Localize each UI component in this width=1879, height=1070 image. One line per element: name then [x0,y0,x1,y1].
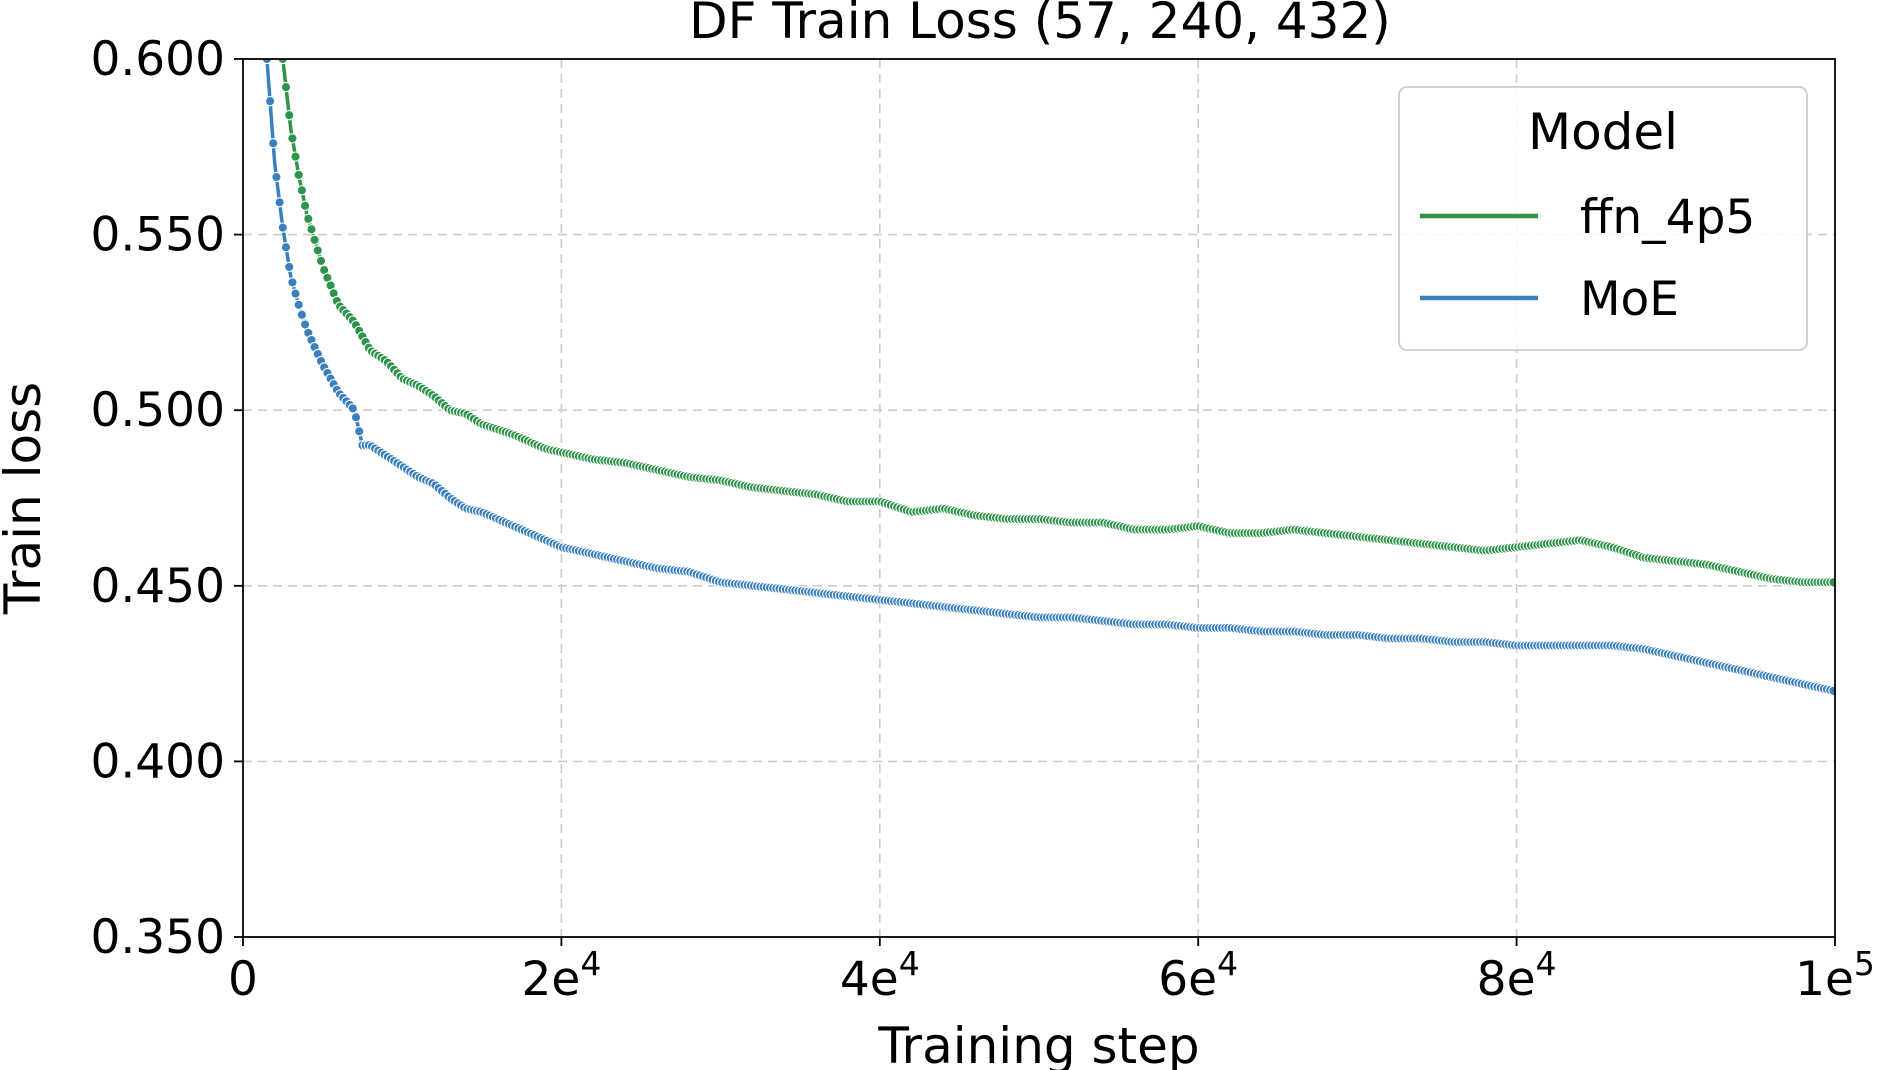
series-marker [290,151,301,162]
y-axis-title: Train loss [0,382,52,615]
series-marker [287,133,298,144]
y-tick-label: 0.350 [90,910,225,965]
legend-box [1398,86,1808,351]
series-marker [1828,685,1835,696]
series-marker [284,261,295,273]
x-tick-exponent: 5 [1854,944,1875,983]
series-marker [271,171,282,183]
legend: Model ffn_4p5 MoE [1398,86,1808,351]
series-marker [354,426,365,437]
x-tick-exponent: 4 [580,944,601,983]
y-tick-label: 0.450 [90,559,225,614]
series-marker [312,245,323,256]
series-marker [299,319,311,330]
series-marker [275,37,284,46]
x-tick-label: 1e5 [1795,944,1875,1007]
series-marker [296,309,308,320]
series-marker [277,222,288,233]
y-tick-label: 0.500 [90,383,225,438]
x-tick-label: 8e4 [1477,944,1557,1007]
y-tick-label: 0.550 [90,208,225,263]
x-tick-label: 6e4 [1158,944,1238,1007]
series-marker [299,200,311,211]
series-marker [293,169,304,181]
x-tick-label: 2e4 [521,944,601,1007]
series-MoE [261,59,1835,696]
series-marker [264,95,276,107]
series-ffn_4p5 [269,2,1835,588]
series-marker [280,242,292,253]
series-marker [293,299,304,310]
y-tick-label: 0.400 [90,734,225,789]
legend-items: ffn_4p5 MoE [1420,190,1755,327]
series-marker [350,412,362,423]
series-marker [296,185,308,196]
legend-label: MoE [1580,272,1679,327]
series-marker [287,277,298,288]
series-marker [315,255,327,267]
series-marker [290,288,301,299]
y-tick-label: 0.600 [90,32,225,87]
x-tick-exponent: 4 [899,944,920,983]
series-marker [347,403,358,414]
x-axis-title: Training step [877,1017,1199,1070]
x-tick-label: 4e4 [840,944,920,1007]
legend-label: ffn_4p5 [1580,190,1755,245]
chart-title: DF Train Loss (57, 240, 432) [689,0,1391,50]
series-marker [272,19,281,28]
series-marker [274,197,285,208]
series-marker [280,81,292,93]
series-marker [1828,577,1835,588]
series-layer [261,2,1835,696]
plot-frame [242,58,1836,938]
x-tick-exponent: 4 [1536,944,1557,983]
legend-title: Model [1528,103,1678,161]
x-tick-label: 0 [228,952,258,1007]
series-marker [268,138,279,149]
series-marker [306,224,317,235]
series-marker [269,2,278,11]
x-tick-exponent: 4 [1217,944,1238,983]
series-marker [303,213,314,224]
series-marker [284,110,295,121]
series-marker [309,234,320,246]
